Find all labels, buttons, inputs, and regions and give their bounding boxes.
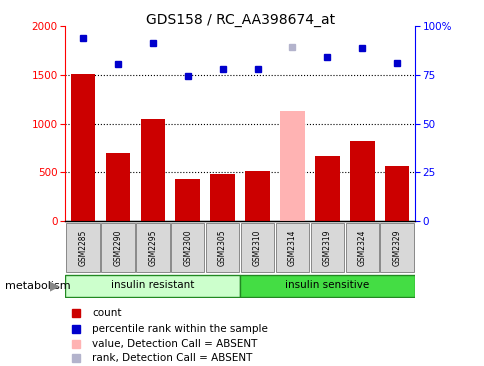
Text: GSM2310: GSM2310 (253, 229, 261, 266)
Bar (71, 74, 95, 221)
Bar (280, 111, 304, 221)
Text: GSM2290: GSM2290 (113, 229, 122, 266)
FancyBboxPatch shape (275, 223, 309, 272)
Bar (384, 166, 408, 221)
FancyBboxPatch shape (66, 223, 100, 272)
Bar (210, 175, 234, 221)
FancyBboxPatch shape (101, 223, 135, 272)
Text: GSM2329: GSM2329 (392, 229, 401, 266)
Text: GSM2319: GSM2319 (322, 229, 331, 266)
Text: metabolism: metabolism (5, 281, 70, 291)
FancyBboxPatch shape (170, 223, 204, 272)
FancyBboxPatch shape (240, 223, 274, 272)
Bar (349, 141, 374, 221)
Bar (315, 156, 339, 221)
Text: GSM2305: GSM2305 (218, 229, 227, 266)
Text: ▶: ▶ (49, 280, 59, 293)
Text: percentile rank within the sample: percentile rank within the sample (92, 324, 267, 334)
Text: rank, Detection Call = ABSENT: rank, Detection Call = ABSENT (92, 353, 252, 363)
Text: GSM2324: GSM2324 (357, 229, 366, 266)
Text: insulin sensitive: insulin sensitive (285, 280, 369, 290)
Text: GSM2295: GSM2295 (148, 229, 157, 266)
FancyBboxPatch shape (205, 223, 239, 272)
FancyBboxPatch shape (345, 223, 378, 272)
Text: GSM2285: GSM2285 (78, 229, 87, 266)
FancyBboxPatch shape (240, 274, 414, 297)
Bar (140, 119, 165, 221)
Text: GSM2314: GSM2314 (287, 229, 296, 266)
Text: insulin resistant: insulin resistant (111, 280, 194, 290)
Bar (106, 153, 130, 221)
Text: count: count (92, 309, 121, 318)
FancyBboxPatch shape (136, 223, 169, 272)
Bar (175, 179, 199, 221)
FancyBboxPatch shape (310, 223, 344, 272)
Bar (245, 172, 269, 221)
FancyBboxPatch shape (65, 274, 240, 297)
Text: GSM2300: GSM2300 (183, 229, 192, 266)
Text: GDS158 / RC_AA398674_at: GDS158 / RC_AA398674_at (145, 13, 334, 27)
FancyBboxPatch shape (379, 223, 413, 272)
Text: value, Detection Call = ABSENT: value, Detection Call = ABSENT (92, 339, 257, 348)
